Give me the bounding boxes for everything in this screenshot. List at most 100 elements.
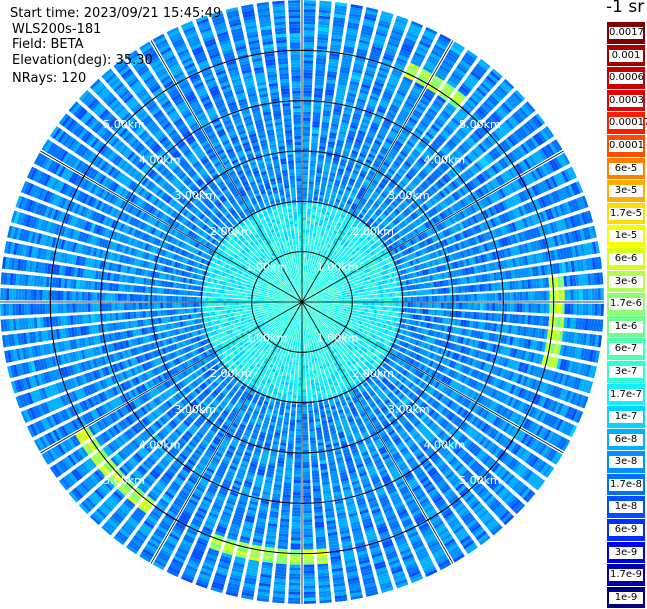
beta-gate-cell [392,307,395,311]
beta-gate-cell [303,118,310,121]
beta-gate-cell [356,299,359,301]
beta-gate-cell [407,291,410,296]
beta-gate-cell [462,294,465,301]
beta-gate-cell [383,294,386,298]
beta-gate-cell [540,291,543,301]
beta-gate-cell [353,302,356,304]
beta-gate-cell [412,285,416,290]
beta-gate-cell [415,284,419,289]
beta-gate-cell [335,302,338,303]
beta-gate-cell [407,308,410,313]
beta-gate-cell [306,224,309,227]
beta-gate-cell [329,304,332,305]
beta-gate-cell [313,118,321,122]
beta-gate-cell [595,304,598,316]
beta-gate-cell [308,203,312,206]
beta-gate-cell [306,233,309,236]
beta-gate-cell [414,303,417,308]
beta-gate-cell [329,296,332,298]
beta-gate-cell [310,264,312,267]
beta-gate-cell [347,295,350,297]
beta-gate-cell [377,306,380,309]
beta-gate-cell [385,316,389,320]
beta-gate-cell [317,300,320,301]
beta-gate-cell [516,303,519,312]
beta-gate-cell [414,297,417,302]
beta-gate-cell [351,286,354,289]
beta-gate-cell [344,304,347,306]
beta-gate-cell [309,178,314,181]
beta-gate-cell [437,288,440,294]
beta-gate-cell [422,309,425,314]
beta-gate-cell [386,311,389,315]
beta-gate-cell [399,297,402,301]
beta-gate-cell [483,293,486,300]
beta-gate-cell [309,181,314,184]
beta-gate-cell [408,297,411,301]
beta-gate-cell [314,194,319,198]
beta-gate-cell [360,286,364,289]
beta-gate-cell [399,303,402,307]
beta-gate-cell [313,230,316,233]
beta-gate-cell [305,242,308,245]
beta-gate-cell [329,306,332,308]
beta-gate-cell [419,290,422,295]
beta-gate-cell [346,292,349,294]
beta-gate-cell [359,296,362,299]
beta-gate-cell [305,275,306,278]
beta-gate-cell [304,33,315,36]
beta-gate-cell [309,233,312,236]
beta-gate-cell [313,249,316,252]
beta-gate-cell [444,303,447,309]
beta-gate-cell [312,255,315,258]
beta-gate-cell [380,294,383,297]
beta-gate-cell [310,224,313,227]
beta-gate-cell [377,310,380,313]
beta-gate-cell [343,293,346,295]
beta-gate-cell [332,295,335,297]
beta-gate-cell [374,299,377,302]
beta-gate-cell [432,303,435,308]
beta-gate-cell [329,299,332,300]
beta-gate-cell [561,304,564,315]
beta-gate-cell [377,290,380,293]
beta-gate-cell [398,287,402,291]
beta-gate-cell [312,209,316,212]
beta-gate-cell [351,316,354,319]
beta-gate-cell [304,9,316,12]
beta-gate-cell [503,282,507,290]
beta-gate-cell [342,315,345,318]
beta-gate-cell [346,290,349,293]
beta-gate-cell [310,227,313,230]
beta-gate-cell [323,304,326,305]
beta-gate-cell [474,294,477,301]
beta-gate-cell [549,290,552,300]
beta-gate-cell [507,303,510,311]
beta-gate-cell [329,297,332,299]
beta-gate-cell [455,311,458,317]
beta-gate-cell [303,76,312,79]
beta-gate-cell [368,309,371,312]
beta-gate-cell [313,106,321,110]
beta-gate-cell [347,307,350,309]
beta-gate-cell [447,295,450,301]
beta-gate-cell [305,245,307,248]
beta-gate-cell [507,292,510,300]
beta-gate-cell [491,313,495,321]
beta-gate-cell [343,309,346,311]
beta-gate-cell [312,261,314,264]
beta-gate-cell [337,308,340,310]
beta-gate-cell [323,298,326,299]
beta-gate-cell [303,160,309,163]
beta-gate-cell [339,289,342,291]
beta-gate-cell [567,304,570,315]
beta-gate-cell [303,202,307,205]
beta-gate-cell [356,293,359,296]
beta-gate-cell [564,304,567,315]
beta-gate-cell [464,312,468,319]
beta-gate-cell [340,310,343,312]
beta-gate-cell [304,266,306,269]
beta-gate-cell [344,302,347,304]
beta-gate-cell [504,293,507,301]
beta-gate-cell [374,295,377,298]
